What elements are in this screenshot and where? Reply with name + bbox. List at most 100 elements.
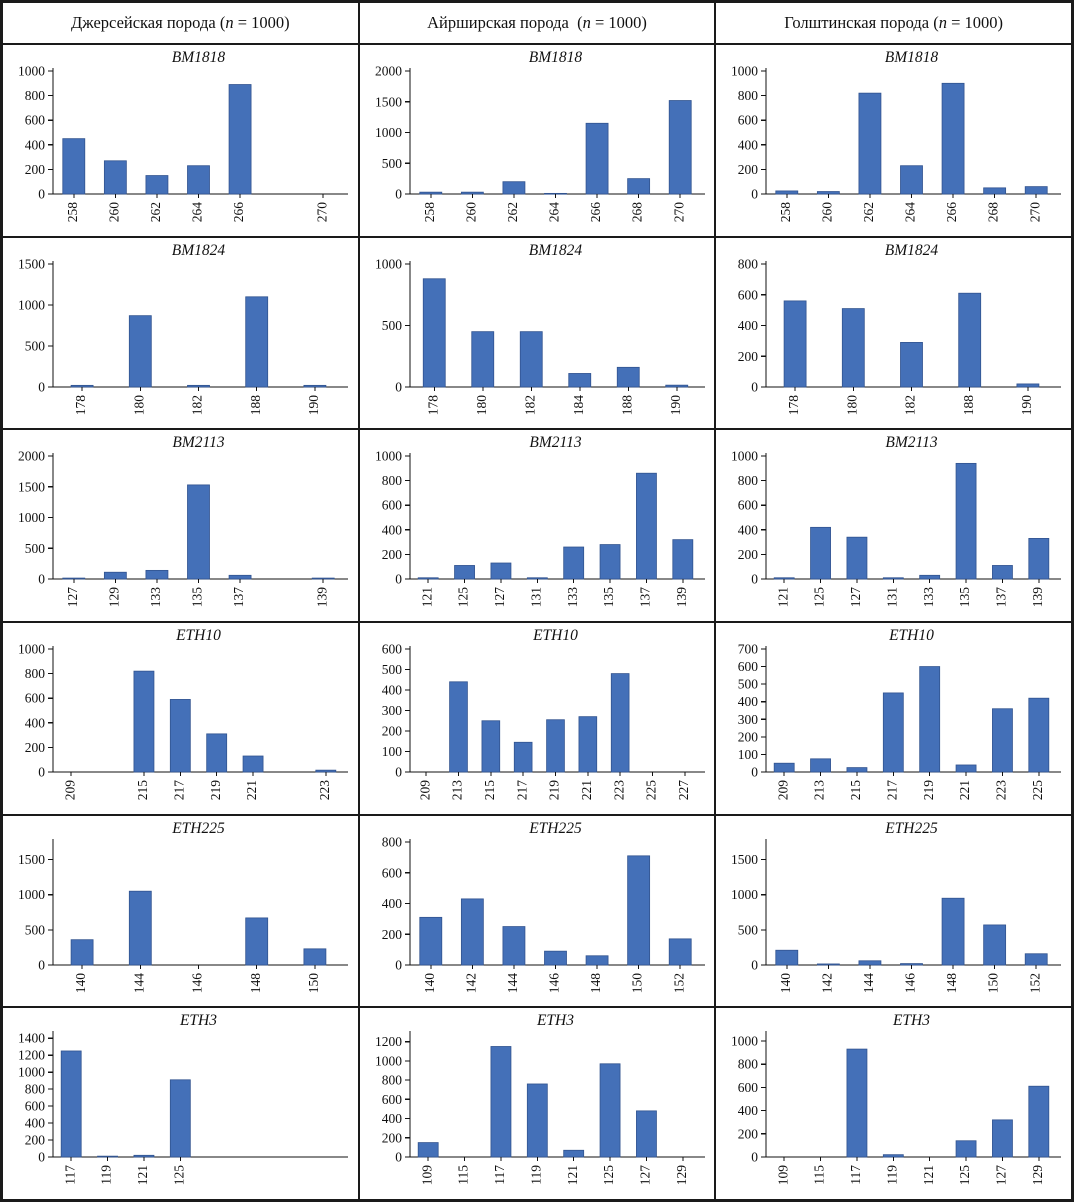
bar <box>1016 383 1040 388</box>
chart-title: ETH225 <box>528 820 582 837</box>
y-tick-label: 0 <box>395 957 402 972</box>
bar-chart-eth10-jersey: 0 200 400 600 800 1000 ETH10 209 215 217 219 221 223 <box>2 622 359 815</box>
bar <box>543 950 567 966</box>
x-tick-label: 125 <box>812 587 827 608</box>
y-tick-label: 1000 <box>375 256 402 271</box>
chart-title: BM1824 <box>528 242 582 259</box>
bar <box>958 292 982 388</box>
chart-svg: 0 500 1000 1500 ETH225 140 142 144 146 148 150 152 <box>731 820 1062 993</box>
bar <box>502 181 525 195</box>
x-tick-label: 127 <box>65 587 80 608</box>
x-tick-label: 219 <box>546 780 561 801</box>
bar <box>1028 1086 1050 1158</box>
y-tick-label: 1000 <box>731 64 758 79</box>
y-tick-label: 1500 <box>731 852 758 867</box>
y-tick-label: 1000 <box>731 449 758 464</box>
bar-chart-bm2113-holstein: 0 200 400 600 800 1000 BM2113 121 125 127 131 133 13… <box>715 429 1072 622</box>
x-tick-label: 139 <box>1030 587 1045 608</box>
bar-chart-eth225-ayrshire: 0 200 400 600 800 ETH225 140 142 144 146 148 150 152 <box>358 814 716 1008</box>
y-tick-label: 600 <box>381 865 402 880</box>
x-tick-label: 127 <box>994 1165 1009 1186</box>
x-tick-label: 131 <box>528 587 543 607</box>
x-tick-label: 119 <box>528 1165 543 1185</box>
sample-size: = 1000) <box>233 13 290 32</box>
x-tick-label: 182 <box>190 395 205 415</box>
y-tick-label: 1000 <box>731 1034 758 1049</box>
chart-title: ETH3 <box>536 1012 574 1029</box>
bar <box>228 84 252 195</box>
chart-svg: 0 100 200 300 400 500 600 ETH10 209 213 215 217 219 2… <box>381 627 705 801</box>
y-tick-label: 400 <box>738 1103 759 1118</box>
x-tick-label: 258 <box>65 202 80 223</box>
bar <box>453 565 475 580</box>
x-tick-label: 137 <box>231 587 246 608</box>
y-tick-label: 700 <box>738 642 759 657</box>
bar <box>919 575 941 580</box>
y-tick-label: 0 <box>752 379 759 394</box>
chart-title: ETH10 <box>888 627 934 644</box>
x-tick-label: 144 <box>131 972 146 993</box>
y-tick-label: 1000 <box>375 125 402 140</box>
chart-title: ETH225 <box>171 820 225 837</box>
y-tick-label: 400 <box>25 1116 46 1131</box>
y-tick-label: 400 <box>738 137 759 152</box>
y-tick-label: 0 <box>395 765 402 780</box>
y-tick-label: 200 <box>738 1127 759 1142</box>
chart-title: BM1824 <box>885 242 939 259</box>
bar-chart-eth10-ayrshire: 0 100 200 300 400 500 600 ETH10 209 213 215 217 219 2… <box>358 622 716 815</box>
x-tick-label: 221 <box>957 780 972 800</box>
y-tick-label: 600 <box>25 691 46 706</box>
y-tick-label: 1400 <box>18 1031 45 1046</box>
bar <box>668 938 692 966</box>
y-tick-label: 1000 <box>18 1065 45 1080</box>
bar-chart-bm1824-jersey: 0 500 1000 1500 BM1824 178 180 182 188 190 <box>2 236 359 430</box>
bar-chart-eth3-jersey: 0 200 400 600 800 1000 1200 1400 ETH3 117 119 121 12… <box>2 1007 359 1200</box>
bar <box>817 963 841 966</box>
bar <box>900 341 924 388</box>
chart-svg: 0 200 400 600 800 BM1824 178 180 182 188 190 <box>738 242 1062 415</box>
y-tick-label: 0 <box>38 1150 45 1165</box>
x-tick-label: 264 <box>190 202 205 223</box>
chart-title: BM1818 <box>172 49 226 66</box>
y-tick-label: 500 <box>738 922 759 937</box>
y-tick-label: 800 <box>381 473 402 488</box>
bar <box>1028 538 1050 580</box>
bar <box>672 539 693 580</box>
chart-svg: 0 200 400 600 800 1000 ETH3 109 115 117 119 121 125 1… <box>731 1012 1062 1186</box>
column-header-jersey: Джерсейская порода (n = 1000) <box>2 2 359 44</box>
x-tick-label: 223 <box>317 780 332 801</box>
y-tick-label: 400 <box>738 523 759 538</box>
bar <box>562 546 584 580</box>
bar <box>774 577 795 580</box>
x-tick-label: 221 <box>579 780 594 800</box>
paren-open: ( <box>929 13 939 32</box>
y-tick-label: 1200 <box>18 1048 45 1063</box>
x-tick-label: 215 <box>135 780 150 801</box>
bar <box>502 925 525 966</box>
y-tick-label: 400 <box>381 896 402 911</box>
x-tick-label: 223 <box>994 780 1009 801</box>
bar <box>62 138 86 195</box>
chart-title: BM1818 <box>528 49 582 66</box>
x-tick-label: 150 <box>306 972 321 993</box>
y-tick-label: 800 <box>25 1082 46 1097</box>
bar <box>846 767 868 773</box>
x-tick-label: 266 <box>588 202 603 223</box>
x-tick-label: 258 <box>778 202 793 223</box>
bar <box>842 307 866 388</box>
x-tick-label: 268 <box>629 202 644 223</box>
bar-chart-bm1818-jersey: 0 200 400 600 800 1000 BM1818 258 260 262 264 266 27… <box>2 44 359 237</box>
chart-title: BM2113 <box>172 434 224 451</box>
x-tick-label: 146 <box>546 972 561 993</box>
x-tick-label: 215 <box>482 780 497 801</box>
bar <box>103 572 127 580</box>
y-tick-label: 200 <box>25 1133 46 1148</box>
bar <box>128 890 152 966</box>
bar <box>133 670 155 773</box>
x-tick-label: 209 <box>62 780 77 801</box>
bar <box>513 741 533 773</box>
y-tick-label: 0 <box>38 572 45 587</box>
bar <box>635 473 657 580</box>
y-tick-label: 800 <box>738 88 759 103</box>
bar <box>610 673 630 773</box>
